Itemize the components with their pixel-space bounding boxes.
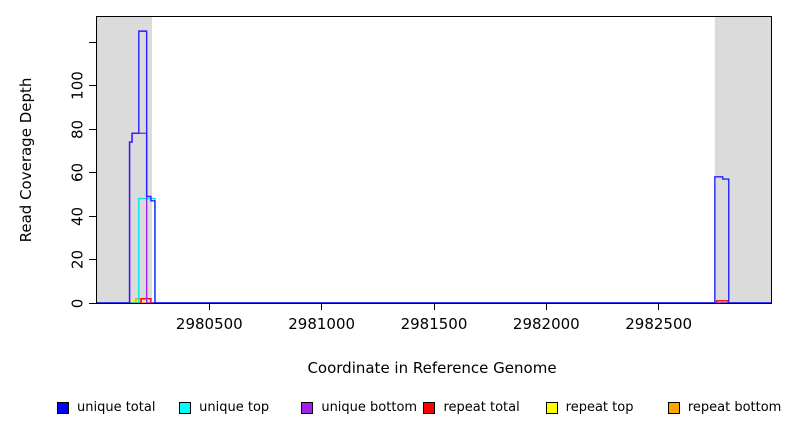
legend-item-unique-top: unique top <box>179 397 301 419</box>
y-tick-label: 60 <box>68 162 87 183</box>
shaded-region <box>97 17 153 303</box>
x-tick-label: 2982500 <box>625 315 693 333</box>
x-tick <box>321 304 323 310</box>
chart-canvas <box>97 17 771 303</box>
series-line-unique-top <box>97 197 771 303</box>
legend-item-unique-bottom: unique bottom <box>301 397 423 419</box>
plot-area <box>96 16 772 304</box>
y-tick-label: 80 <box>68 119 87 139</box>
x-tick-label: 2980500 <box>175 315 243 333</box>
x-tick-label: 2981000 <box>288 315 356 333</box>
legend-label: repeat top <box>565 400 634 415</box>
legend-item-repeat-top: repeat top <box>545 397 668 419</box>
y-tick <box>89 302 96 304</box>
x-tick-label: 2982000 <box>512 315 580 333</box>
legend-item-unique-total: unique total <box>57 397 179 419</box>
series-line-repeat-top <box>97 300 771 303</box>
legend-label: repeat total <box>443 400 520 415</box>
y-tick <box>89 41 96 43</box>
y-axis-title: Read Coverage Depth <box>17 77 35 243</box>
y-tick <box>89 215 96 217</box>
y-tick <box>89 128 96 130</box>
y-tick-label: 40 <box>68 206 87 226</box>
y-tick <box>89 85 96 86</box>
repeat-bottom-swatch-icon <box>667 402 680 414</box>
legend-label: unique bottom <box>321 400 418 415</box>
x-axis-title: Coordinate in Reference Genome <box>307 359 557 377</box>
series-line-repeat-total <box>97 297 771 303</box>
series-line-unique-bottom <box>97 132 771 303</box>
x-tick <box>658 304 660 310</box>
legend-item-repeat-total: repeat total <box>423 397 545 419</box>
series-line-unique-total <box>97 30 771 303</box>
repeat-top-swatch-icon <box>545 402 558 414</box>
shaded-region <box>714 17 771 303</box>
x-tick-label: 2981500 <box>400 315 468 333</box>
y-tick-label: 0 <box>68 298 87 308</box>
unique-total-swatch-icon <box>57 402 69 414</box>
x-tick <box>208 304 210 310</box>
legend-item-repeat-bottom: repeat bottom <box>667 397 790 419</box>
legend-label: unique total <box>77 400 156 415</box>
legend: unique total unique top unique bottom re… <box>50 397 790 419</box>
legend-label: repeat bottom <box>687 400 782 415</box>
unique-bottom-swatch-icon <box>301 402 314 414</box>
x-tick <box>545 304 547 310</box>
unique-top-swatch-icon <box>179 402 192 414</box>
y-tick <box>89 172 96 173</box>
y-tick-label: 100 <box>68 71 87 100</box>
y-tick-label: 20 <box>68 249 87 270</box>
repeat-total-swatch-icon <box>423 402 436 414</box>
legend-label: unique top <box>199 400 270 415</box>
y-tick <box>89 259 96 260</box>
x-tick <box>433 304 435 310</box>
